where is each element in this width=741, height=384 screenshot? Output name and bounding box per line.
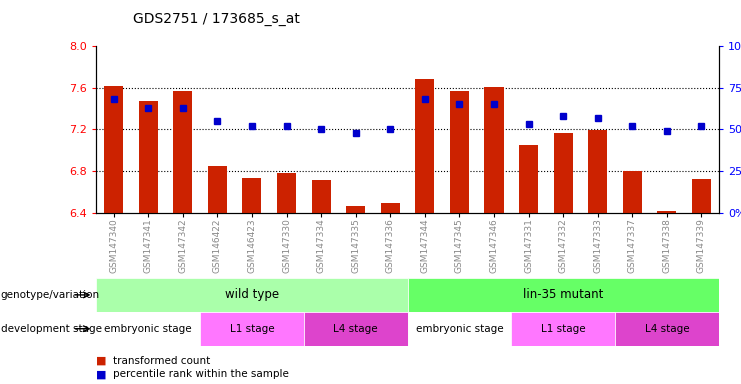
Text: genotype/variation: genotype/variation	[1, 290, 100, 300]
Text: wild type: wild type	[225, 288, 279, 301]
Bar	[588, 131, 607, 213]
Bar	[511, 312, 615, 346]
Bar	[96, 312, 200, 346]
Text: development stage: development stage	[1, 324, 102, 334]
Bar	[304, 312, 408, 346]
Text: ■: ■	[96, 356, 107, 366]
Text: L4 stage: L4 stage	[333, 324, 378, 334]
Bar	[207, 166, 227, 213]
Bar	[408, 278, 719, 312]
Text: transformed count: transformed count	[113, 356, 210, 366]
Bar	[450, 91, 469, 213]
Bar	[96, 278, 408, 312]
Bar	[519, 145, 538, 213]
Bar	[381, 204, 399, 213]
Bar	[104, 86, 123, 213]
Bar	[242, 178, 262, 213]
Text: L1 stage: L1 stage	[541, 324, 585, 334]
Bar	[692, 179, 711, 213]
Bar	[622, 171, 642, 213]
Bar	[277, 173, 296, 213]
Bar	[415, 79, 434, 213]
Text: L1 stage: L1 stage	[230, 324, 274, 334]
Text: lin-35 mutant: lin-35 mutant	[523, 288, 603, 301]
Bar	[657, 211, 677, 213]
Bar	[615, 312, 719, 346]
Bar	[408, 312, 511, 346]
Bar	[554, 132, 573, 213]
Text: percentile rank within the sample: percentile rank within the sample	[113, 369, 288, 379]
Text: GDS2751 / 173685_s_at: GDS2751 / 173685_s_at	[133, 12, 300, 25]
Bar	[311, 180, 330, 213]
Bar	[200, 312, 304, 346]
Text: ■: ■	[96, 369, 107, 379]
Text: L4 stage: L4 stage	[645, 324, 689, 334]
Text: embryonic stage: embryonic stage	[416, 324, 503, 334]
Bar	[346, 207, 365, 213]
Bar	[485, 87, 503, 213]
Bar	[139, 101, 158, 213]
Text: embryonic stage: embryonic stage	[104, 324, 192, 334]
Bar	[173, 91, 192, 213]
